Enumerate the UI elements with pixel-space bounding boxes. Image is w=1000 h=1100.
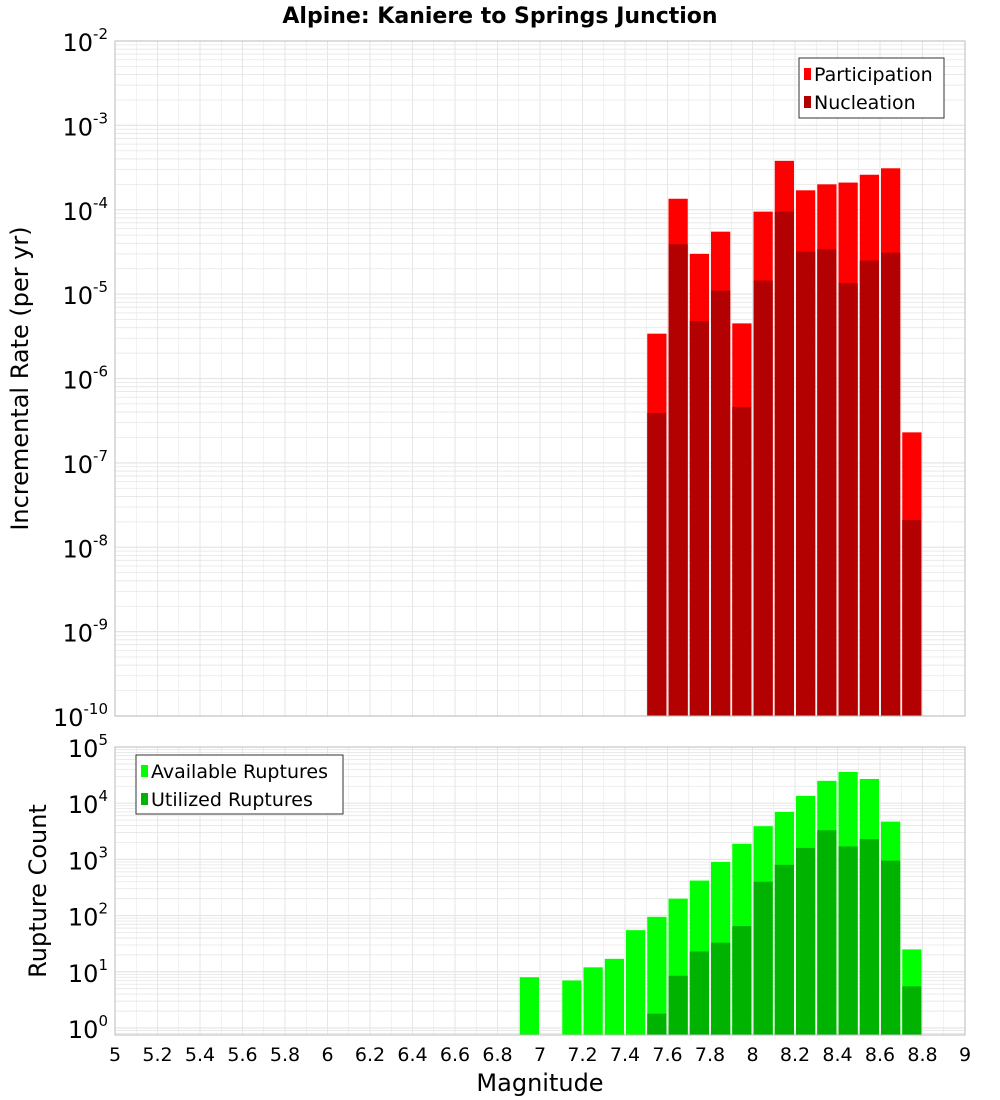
- legend-box: [135, 754, 344, 815]
- nucleation-bar: [881, 252, 901, 716]
- nucleation-bar: [647, 413, 667, 716]
- utilized-bar: [902, 986, 922, 1035]
- y-tick-label: 104: [68, 787, 108, 819]
- y-axis-label: Incremental Rate (per yr): [6, 226, 34, 530]
- nucleation-bar: [774, 211, 794, 716]
- y-tick-label: 10-10: [53, 700, 108, 732]
- rate-panel: 10-2 10-3 10-4 10-5 10-6 10-7 10-8 10-9 10-10 Inc…: [6, 25, 966, 732]
- nucleation-bar: [689, 321, 709, 716]
- x-tick-label: 6.2: [355, 1044, 385, 1066]
- utilized-bar: [817, 830, 837, 1035]
- utilized-bar: [838, 846, 858, 1035]
- legend-swatch: [141, 793, 148, 805]
- x-tick-label: 8.6: [865, 1044, 895, 1066]
- legend-label: Available Ruptures: [151, 761, 328, 783]
- x-tick-label: 8.8: [907, 1044, 937, 1066]
- x-tick-label: 9: [959, 1044, 971, 1066]
- y-tick-label: 105: [68, 731, 108, 763]
- utilized-bar: [881, 860, 901, 1035]
- y-tick-label: 10-5: [62, 278, 108, 310]
- x-tick-label: 5: [109, 1044, 121, 1066]
- nucleation-bar: [817, 249, 837, 716]
- count-panel: 105 104 103 102 101 100 Rupture Count Available…: [24, 731, 971, 1097]
- available-bar: [604, 958, 624, 1035]
- x-tick-label: 6.8: [482, 1044, 512, 1066]
- x-tick-label: 7.4: [610, 1044, 640, 1066]
- y-tick-label: 10-7: [62, 447, 108, 479]
- x-tick-label: 7.6: [652, 1044, 682, 1066]
- utilized-bar: [753, 881, 773, 1035]
- x-tick-label: 8: [746, 1044, 758, 1066]
- y-tick-label: 10-8: [62, 531, 108, 563]
- plot-frame: [114, 746, 966, 1036]
- utilized-bar: [668, 975, 688, 1035]
- legend-swatch: [804, 96, 811, 108]
- legend-swatch: [804, 68, 811, 80]
- nucleation-bar: [859, 260, 879, 716]
- legend-swatch: [141, 765, 148, 777]
- x-tick-label: 6.4: [397, 1044, 427, 1066]
- x-tick-label: 8.2: [780, 1044, 810, 1066]
- y-tick-label: 102: [68, 900, 108, 932]
- nucleation-bar: [732, 406, 752, 716]
- x-tick-label: 5.8: [270, 1044, 300, 1066]
- y-tick-label: 10-6: [62, 363, 108, 395]
- x-tick-label: 6.6: [440, 1044, 470, 1066]
- chart-title: Alpine: Kaniere to Springs Junction: [282, 4, 717, 29]
- available-bar: [647, 916, 667, 1035]
- y-tick-label: 10-2: [62, 25, 108, 57]
- available-bar: [626, 930, 646, 1035]
- utilized-bar: [711, 942, 731, 1035]
- nucleation-bar: [711, 290, 731, 716]
- utilized-bar: [689, 951, 709, 1035]
- x-tick-label: 5.6: [227, 1044, 257, 1066]
- x-axis-label: Magnitude: [476, 1069, 603, 1097]
- y-tick-label: 100: [68, 1012, 108, 1044]
- x-tick-label: 6: [321, 1044, 333, 1066]
- y-tick-label: 10-4: [62, 194, 108, 226]
- y-axis-label: Rupture Count: [24, 804, 52, 978]
- utilized-bar: [796, 847, 816, 1035]
- legend-box: [798, 57, 945, 119]
- nucleation-bar: [668, 244, 688, 717]
- x-tick-label: 8.4: [822, 1044, 852, 1066]
- legend-label: Participation: [814, 64, 933, 86]
- utilized-bar: [647, 1013, 667, 1035]
- available-bar: [519, 977, 539, 1035]
- nucleation-bar: [838, 283, 858, 716]
- plot-frame: [114, 40, 966, 717]
- nucleation-bar: [902, 520, 922, 716]
- nucleation-bar: [796, 251, 816, 716]
- x-tick-label: 7: [534, 1044, 546, 1066]
- y-tick-label: 10-3: [62, 109, 108, 141]
- utilized-bar: [859, 839, 879, 1035]
- x-tick-label: 5.4: [185, 1044, 215, 1066]
- available-bar: [583, 967, 603, 1035]
- utilized-bar: [774, 864, 794, 1035]
- y-tick-label: 101: [68, 956, 108, 988]
- x-tick-label: 7.8: [695, 1044, 725, 1066]
- nucleation-bar: [753, 280, 773, 716]
- x-tick-label: 5.2: [142, 1044, 172, 1066]
- legend-label: Nucleation: [814, 92, 916, 114]
- legend-label: Utilized Ruptures: [151, 789, 313, 811]
- available-bar: [562, 980, 582, 1035]
- y-tick-label: 103: [68, 843, 108, 875]
- x-tick-label: 7.2: [567, 1044, 597, 1066]
- y-tick-label: 10-9: [62, 616, 108, 648]
- utilized-bar: [732, 926, 752, 1035]
